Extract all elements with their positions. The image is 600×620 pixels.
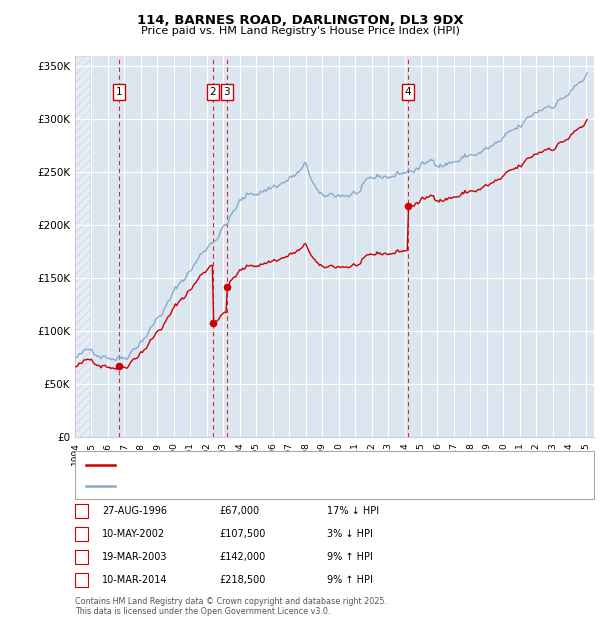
Text: 4: 4: [79, 575, 85, 585]
Text: 2: 2: [209, 87, 216, 97]
Text: 1: 1: [115, 87, 122, 97]
Text: HPI: Average price, detached house, Darlington: HPI: Average price, detached house, Darl…: [121, 480, 353, 491]
Text: £218,500: £218,500: [219, 575, 265, 585]
Text: £107,500: £107,500: [219, 529, 265, 539]
Text: 114, BARNES ROAD, DARLINGTON, DL3 9DX (detached house): 114, BARNES ROAD, DARLINGTON, DL3 9DX (d…: [121, 459, 426, 470]
Text: 3% ↓ HPI: 3% ↓ HPI: [327, 529, 373, 539]
Text: 27-AUG-1996: 27-AUG-1996: [102, 506, 167, 516]
Text: £142,000: £142,000: [219, 552, 265, 562]
Text: 3: 3: [79, 552, 85, 562]
Bar: [75, 56, 90, 437]
Text: Price paid vs. HM Land Registry's House Price Index (HPI): Price paid vs. HM Land Registry's House …: [140, 26, 460, 36]
Text: 19-MAR-2003: 19-MAR-2003: [102, 552, 167, 562]
Text: 10-MAR-2014: 10-MAR-2014: [102, 575, 167, 585]
Text: 4: 4: [404, 87, 411, 97]
Text: 2: 2: [79, 529, 85, 539]
Text: Contains HM Land Registry data © Crown copyright and database right 2025.
This d: Contains HM Land Registry data © Crown c…: [75, 597, 387, 616]
Text: 1: 1: [79, 506, 85, 516]
Text: 9% ↑ HPI: 9% ↑ HPI: [327, 575, 373, 585]
Text: 17% ↓ HPI: 17% ↓ HPI: [327, 506, 379, 516]
Text: 114, BARNES ROAD, DARLINGTON, DL3 9DX: 114, BARNES ROAD, DARLINGTON, DL3 9DX: [137, 14, 463, 27]
Text: 10-MAY-2002: 10-MAY-2002: [102, 529, 165, 539]
Text: £67,000: £67,000: [219, 506, 259, 516]
Text: 9% ↑ HPI: 9% ↑ HPI: [327, 552, 373, 562]
Text: 3: 3: [223, 87, 230, 97]
